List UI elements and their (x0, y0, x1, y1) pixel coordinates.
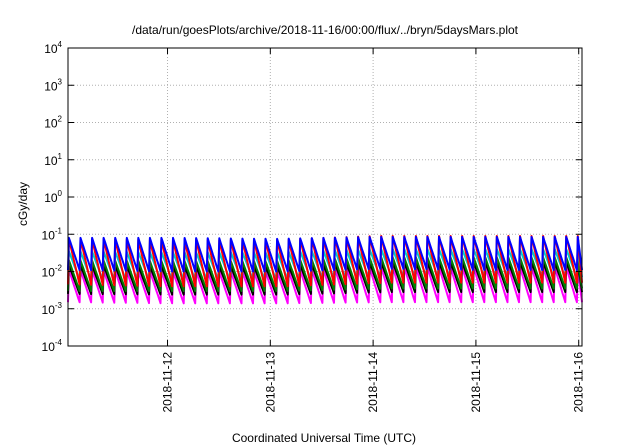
y-tick-label: 104 (44, 40, 62, 56)
y-ticks: 10-4 10-3 10-2 10-1 100 101 102 103 104 (42, 40, 582, 354)
y-tick-label: 10-4 (42, 338, 63, 354)
x-axis-label: Coordinated Universal Time (UTC) (232, 431, 416, 445)
x-tick-label: 2018-11-14 (366, 352, 380, 413)
y-tick-label: 100 (44, 189, 62, 205)
x-tick-label: 2018-11-13 (263, 352, 277, 413)
grid (68, 48, 582, 346)
chart-title: /data/run/goesPlots/archive/2018-11-16/0… (132, 23, 519, 37)
y-tick-label: 10-3 (42, 301, 63, 317)
x-tick-label: 2018-11-16 (572, 352, 586, 413)
x-tick-label: 2018-11-15 (469, 352, 483, 413)
y-tick-label: 102 (44, 115, 62, 131)
y-axis-label: cGy/day (16, 182, 30, 226)
plot-frame (67, 47, 583, 347)
series-line (67, 256, 583, 292)
x-ticks: 2018-11-12 2018-11-13 2018-11-14 2018-11-15… (161, 48, 586, 413)
y-tick-label: 10-1 (42, 226, 63, 242)
series-layer (67, 235, 583, 305)
y-tick-label: 10-2 (42, 264, 63, 280)
y-tick-label: 103 (44, 77, 62, 93)
y-tick-label: 101 (44, 152, 62, 168)
series-line (67, 235, 583, 273)
x-tick-label: 2018-11-12 (161, 352, 175, 413)
